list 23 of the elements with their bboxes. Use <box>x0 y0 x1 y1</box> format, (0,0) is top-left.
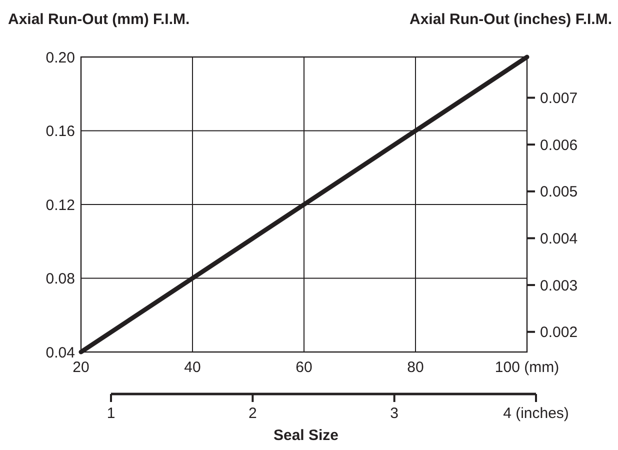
x-tick-label: 60 <box>296 359 312 376</box>
y2-axis-title: Axial Run-Out (inches) F.I.M. <box>409 11 612 28</box>
y-tick-label: 0.16 <box>46 123 75 140</box>
y-axis-title: Axial Run-Out (mm) F.I.M. <box>8 11 190 28</box>
x-tick-label: 40 <box>184 359 201 376</box>
y-tick-label: 0.08 <box>46 270 75 288</box>
y2-tick-label: 0.004 <box>540 230 578 248</box>
y-tick-label: 0.04 <box>46 344 75 362</box>
y-tick-label: 0.20 <box>46 49 75 66</box>
x-tick-label: 100 (mm) <box>494 359 560 376</box>
x-tick-label: 80 <box>407 359 424 376</box>
y-tick-label: 0.12 <box>46 196 75 214</box>
x-axis-title: Seal Size <box>273 427 339 444</box>
y2-tick-label: 0.003 <box>540 277 578 294</box>
x2-tick-label: 1 <box>106 405 116 422</box>
y2-tick-label: 0.005 <box>540 184 578 201</box>
x-tick-label: 20 <box>72 359 90 376</box>
y2-tick-label: 0.007 <box>540 90 578 107</box>
x2-tick-label: 2 <box>248 405 257 422</box>
x2-tick-label: 4 (inches) <box>503 405 569 422</box>
y2-tick-label: 0.006 <box>540 136 578 154</box>
x2-tick-label: 3 <box>390 405 399 422</box>
y2-tick-label: 0.002 <box>540 324 578 342</box>
